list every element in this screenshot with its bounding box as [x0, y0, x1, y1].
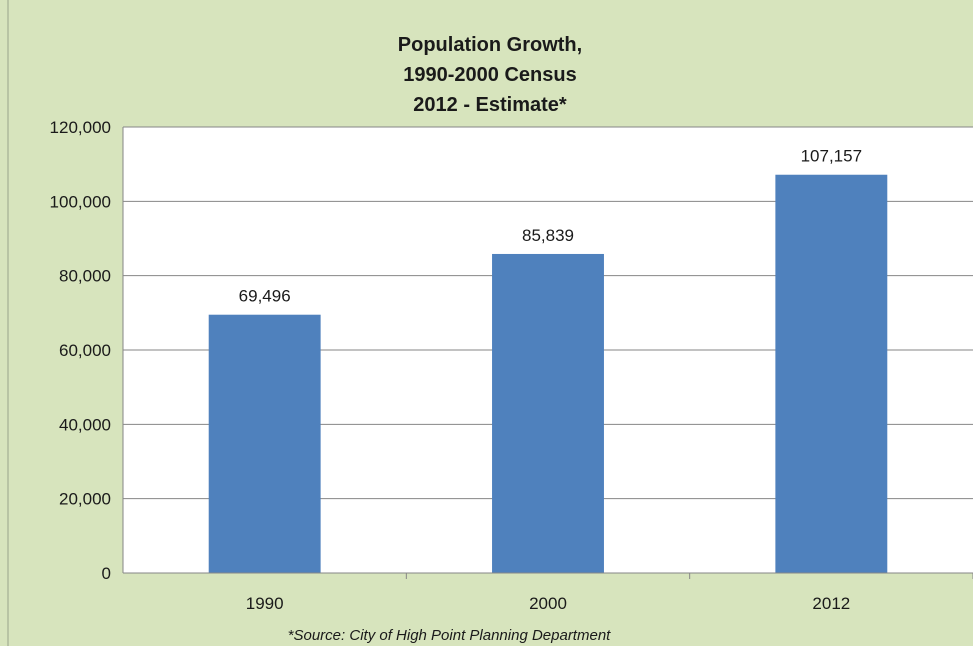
y-tick-label: 40,000 — [59, 415, 111, 434]
data-label-1990: 69,496 — [239, 287, 291, 306]
x-tick-label-2000: 2000 — [529, 594, 567, 613]
title-line-2: 1990-2000 Census — [403, 64, 576, 86]
data-labels: 69,496 85,839 107,157 — [239, 147, 862, 306]
y-axis: 0 20,000 40,000 60,000 80,000 100,000 120,000 — [50, 118, 124, 583]
source-note: *Source: City of High Point Planning Dep… — [288, 627, 612, 644]
y-tick-label: 0 — [102, 564, 111, 583]
y-tick-label: 60,000 — [59, 341, 111, 360]
data-label-2012: 107,157 — [801, 147, 862, 166]
title-line-1: Population Growth, — [398, 34, 582, 56]
bar-2000 — [492, 253, 604, 573]
bar-1990 — [208, 314, 321, 573]
bars — [208, 174, 888, 573]
y-tick-label: 20,000 — [59, 490, 111, 509]
y-tick-label: 80,000 — [59, 267, 111, 286]
data-label-2000: 85,839 — [522, 226, 574, 245]
x-tick-label-2012: 2012 — [812, 594, 850, 613]
title-line-3: 2012 - Estimate* — [413, 94, 567, 116]
x-axis: 1990 2000 2012 — [123, 572, 973, 613]
y-tick-label: 120,000 — [50, 118, 111, 137]
chart-title: Population Growth, 1990-2000 Census 2012… — [398, 34, 582, 116]
y-tick-label: 100,000 — [50, 192, 111, 211]
x-tick-label-1990: 1990 — [246, 594, 284, 613]
bar-2012 — [775, 174, 888, 573]
